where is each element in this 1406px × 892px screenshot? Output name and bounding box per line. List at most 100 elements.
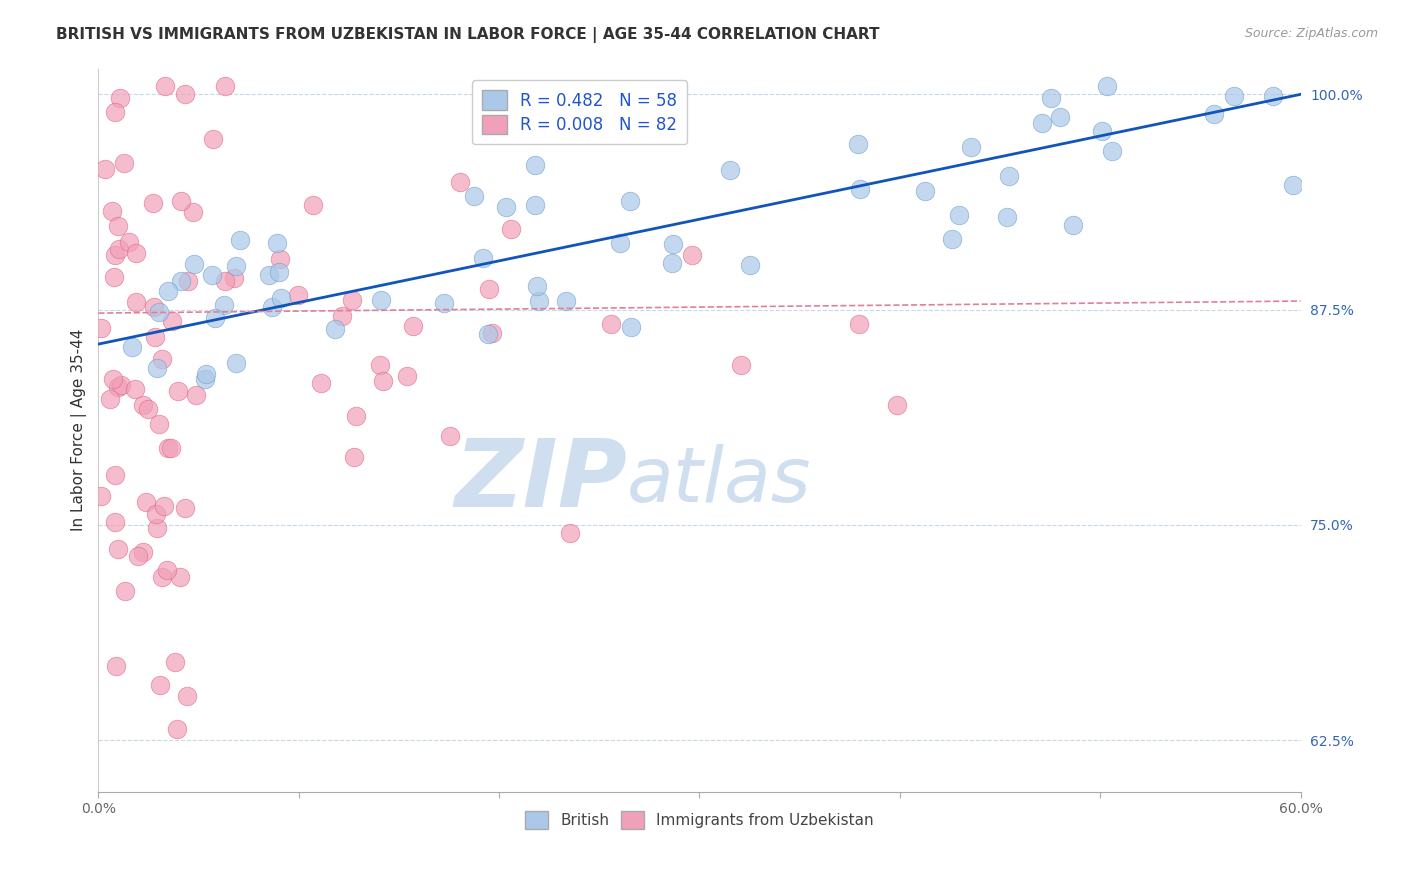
Point [104,248,127,262]
Point [1040,91,1063,105]
Point [214,274,236,288]
Point [163,655,186,669]
Point [1091,124,1114,138]
Point [153,78,176,93]
Point [93,161,115,176]
Point [477,326,499,341]
Text: BRITISH VS IMMIGRANTS FROM UZBEKISTAN IN LABOR FORCE | AGE 35-44 CORRELATION CHA: BRITISH VS IMMIGRANTS FROM UZBEKISTAN IN… [56,27,880,43]
Point [330,309,353,323]
Point [90,321,112,335]
Point [730,359,752,373]
Point [225,356,247,370]
Point [948,208,970,222]
Point [266,236,288,251]
Point [170,274,193,288]
Point [1101,144,1123,158]
Point [114,583,136,598]
Point [148,417,170,431]
Point [681,248,703,262]
Point [181,205,204,219]
Point [101,204,124,219]
Text: atlas: atlas [627,444,811,518]
Point [104,515,127,529]
Point [124,383,146,397]
Point [1202,107,1225,121]
Point [270,291,292,305]
Point [260,301,283,315]
Point [142,196,165,211]
Point [524,198,547,212]
Point [526,278,548,293]
Point [371,374,394,388]
Point [368,358,391,372]
Point [1095,78,1118,93]
Point [104,104,127,119]
Point [166,723,188,737]
Point [169,570,191,584]
Point [463,188,485,202]
Point [110,377,132,392]
Point [1062,218,1084,232]
Point [149,678,172,692]
Point [340,293,363,307]
Point [98,392,121,407]
Point [1031,116,1053,130]
Point [132,398,155,412]
Point [914,184,936,198]
Point [395,369,418,384]
Point [609,235,631,250]
Point [132,545,155,559]
Point [449,175,471,189]
Point [555,293,578,308]
Point [499,222,522,236]
Point [718,163,741,178]
Point [146,521,169,535]
Point [135,495,157,509]
Point [1088,837,1111,851]
Point [259,268,281,282]
Point [527,293,550,308]
Point [170,194,193,209]
Point [184,388,207,402]
Point [173,500,195,515]
Point [661,237,683,252]
Point [269,252,291,266]
Text: ZIP: ZIP [454,435,627,527]
Point [560,525,582,540]
Point [960,140,983,154]
Point [107,541,129,556]
Point [229,233,252,247]
Point [1261,89,1284,103]
Point [101,372,124,386]
Point [150,352,173,367]
Point [167,384,190,398]
Legend: British, Immigrants from Uzbekistan: British, Immigrants from Uzbekistan [519,805,880,835]
Point [146,360,169,375]
Point [112,155,135,169]
Point [309,376,332,390]
Point [997,169,1019,184]
Point [152,499,174,513]
Point [156,563,179,577]
Point [997,210,1019,224]
Point [148,304,170,318]
Point [173,87,195,102]
Point [157,285,180,299]
Point [619,194,641,208]
Point [478,281,501,295]
Point [323,322,346,336]
Point [160,442,183,456]
Point [524,158,547,172]
Point [150,570,173,584]
Point [177,274,200,288]
Point [194,372,217,386]
Point [344,409,367,423]
Point [108,91,131,105]
Point [661,256,683,270]
Point [402,318,425,333]
Point [267,265,290,279]
Point [104,468,127,483]
Point [118,235,141,250]
Y-axis label: In Labor Force | Age 35-44: In Labor Force | Age 35-44 [72,329,87,532]
Point [105,659,128,673]
